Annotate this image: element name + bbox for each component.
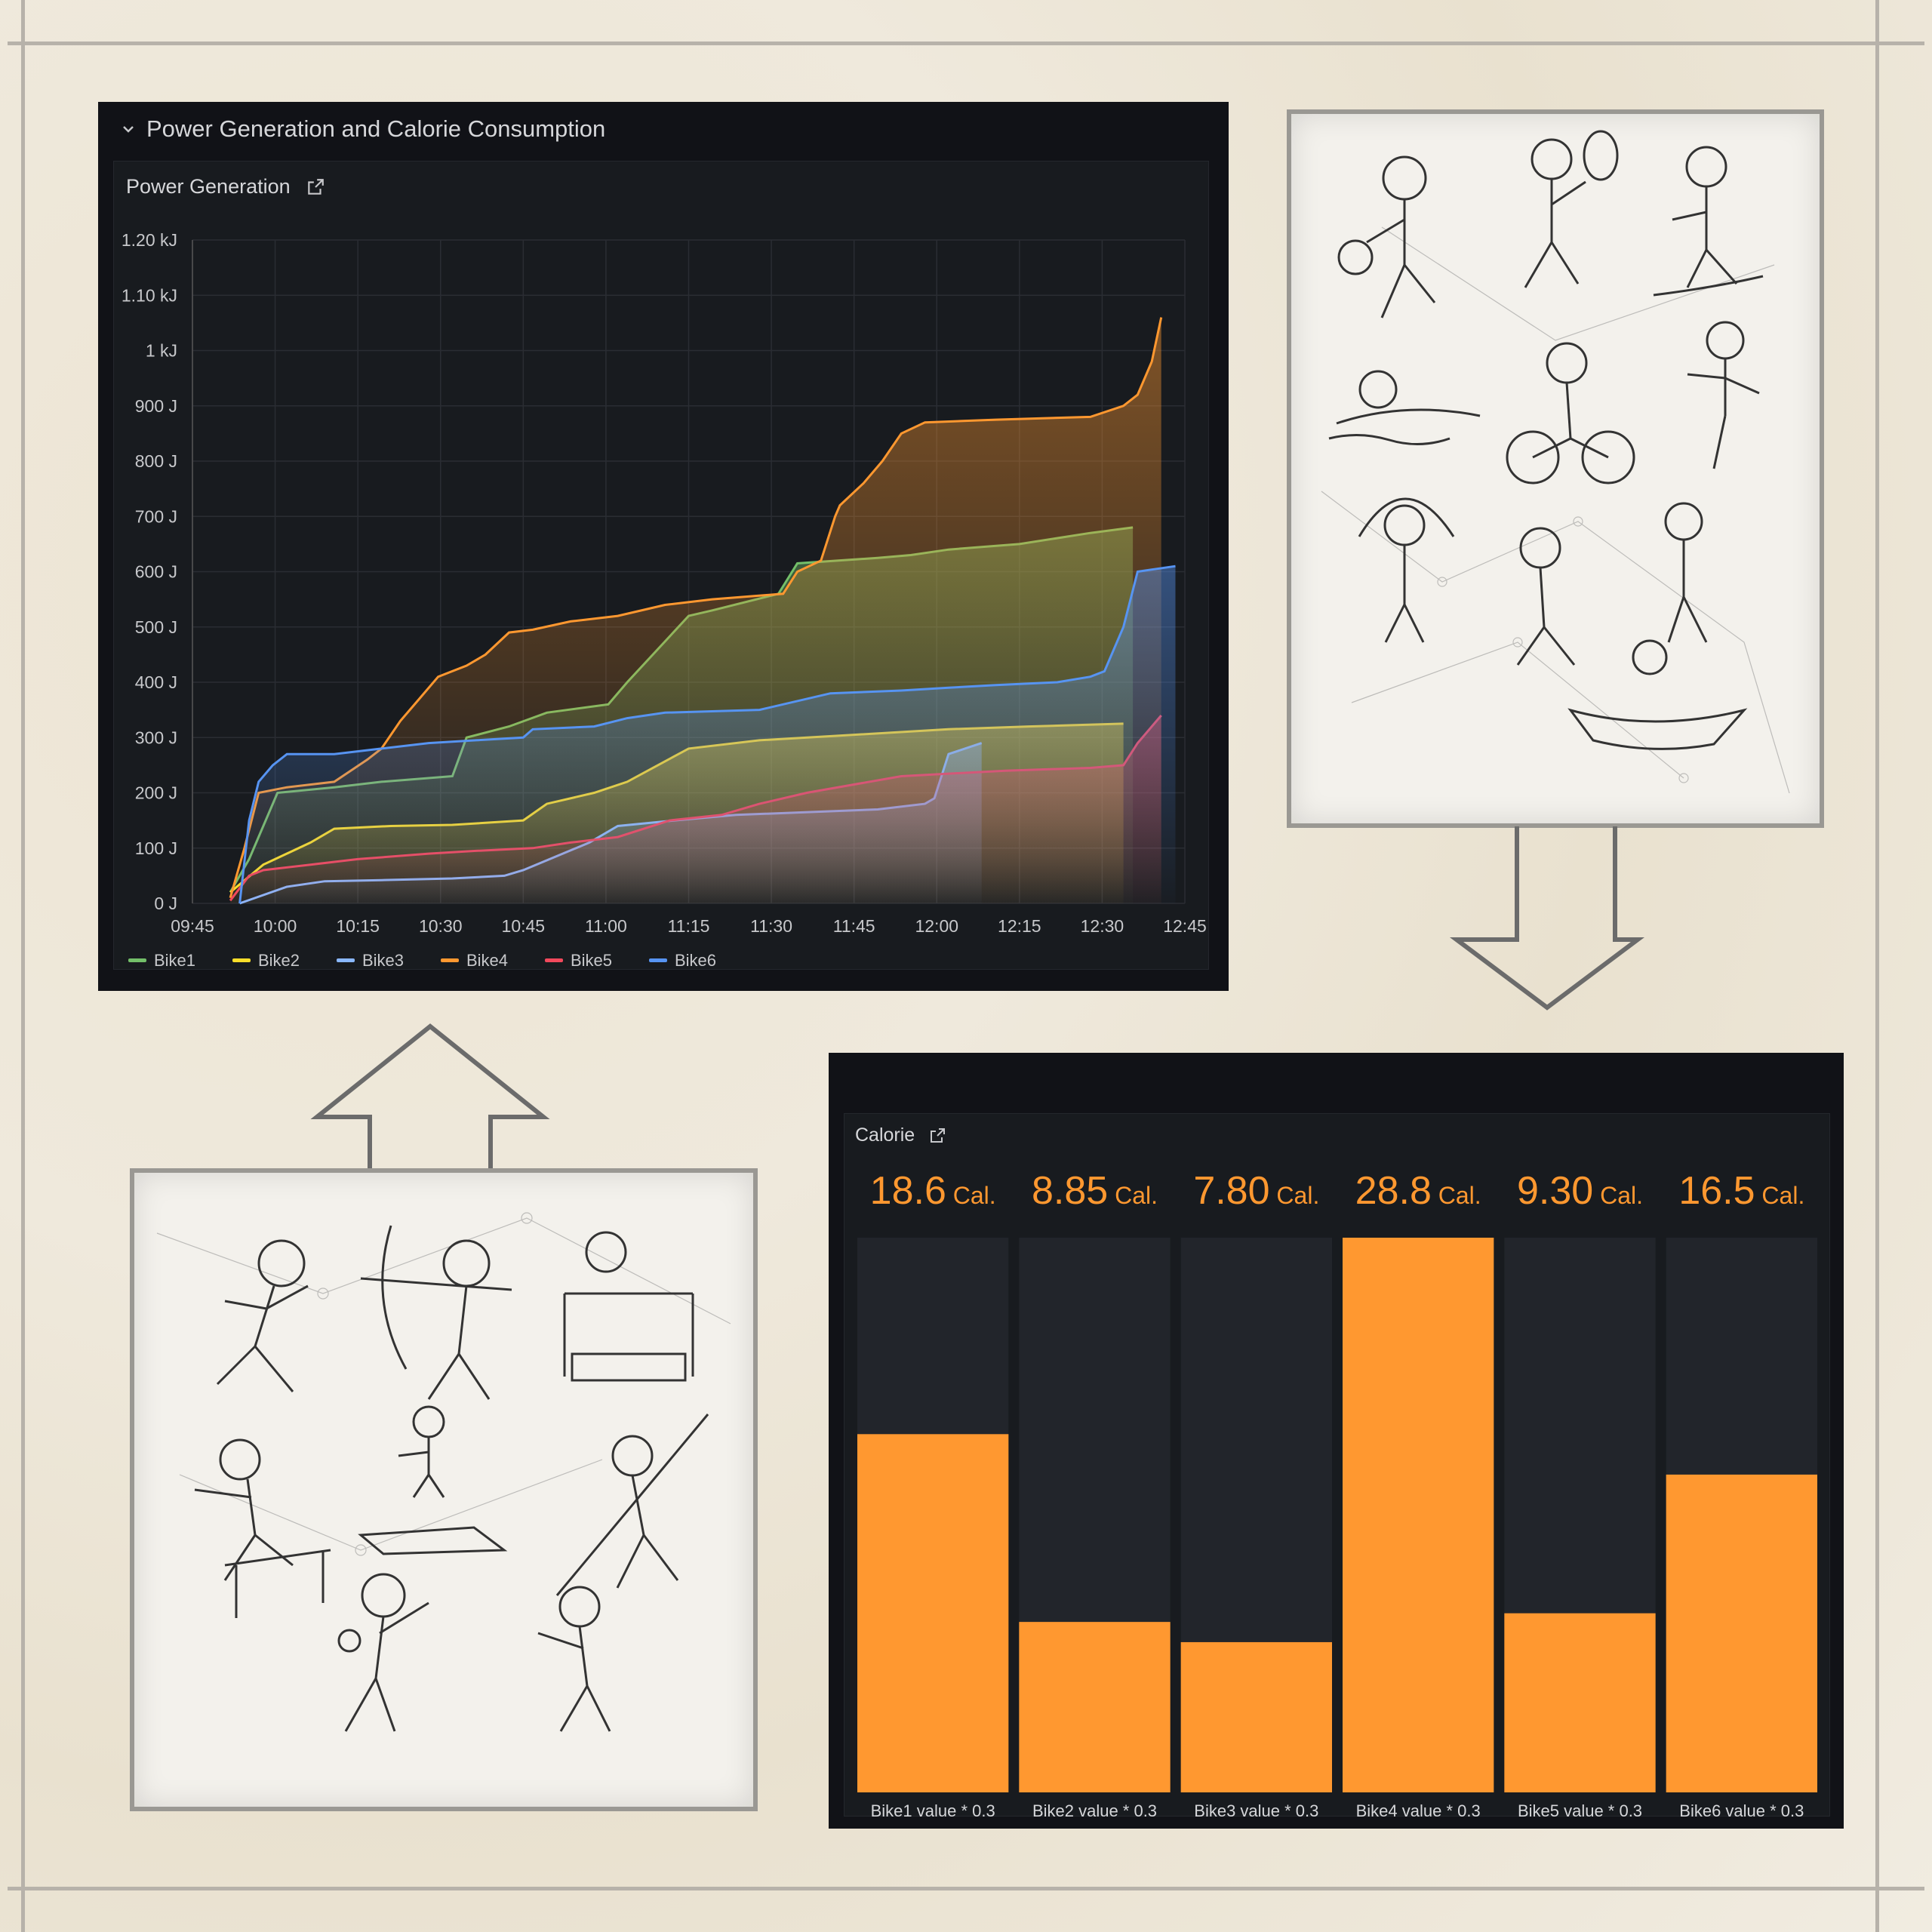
legend-swatch: [232, 958, 251, 962]
bar-category-label: Bike4 value * 0.3: [1356, 1801, 1481, 1820]
frame-right: [1875, 0, 1879, 1932]
external-link-icon[interactable]: [928, 1127, 946, 1145]
x-tick-label: 10:15: [336, 916, 380, 936]
row-title: Power Generation and Calorie Consumption: [146, 115, 606, 142]
y-tick-label: 0 J: [154, 894, 177, 913]
bar-value-label: 18.6 Cal.: [870, 1169, 996, 1213]
legend-label: Bike4: [466, 951, 508, 970]
connector-arrow-up: [310, 1023, 550, 1170]
panel-title[interactable]: Calorie: [855, 1124, 915, 1146]
y-tick-label: 1.10 kJ: [122, 285, 177, 305]
x-tick-label: 09:45: [171, 916, 214, 936]
panel-title[interactable]: Power Generation: [126, 175, 291, 198]
bar-3: [1180, 1641, 1332, 1792]
y-tick-label: 500 J: [135, 617, 177, 637]
x-tick-label: 11:00: [585, 916, 627, 936]
legend-swatch: [128, 958, 146, 962]
external-link-icon[interactable]: [306, 177, 325, 197]
x-tick-label: 10:00: [254, 916, 297, 936]
x-tick-label: 11:15: [668, 916, 710, 936]
frame-bottom: [8, 1887, 1924, 1890]
sports-doodle-illustration: [1321, 130, 1790, 794]
legend-label: Bike3: [362, 951, 404, 970]
frame-top: [8, 42, 1924, 45]
legend-swatch: [545, 958, 563, 962]
bar-4: [1343, 1238, 1494, 1792]
power-generation-chart: 0 J 100 J 200 J 300 J 400 J 500 J 600 J 700 J 80…: [122, 230, 1207, 970]
calorie-dashboard: Calorie 18.6 Cal. Bike1 value * 0.3 8.85 C…: [829, 1053, 1844, 1829]
bar-6: [1666, 1474, 1817, 1792]
bar-2: [1019, 1622, 1171, 1792]
y-tick-label: 700 J: [135, 506, 177, 526]
athletics-doodle-illustration: [156, 1212, 731, 1732]
legend-item-bike1[interactable]: Bike1: [128, 951, 195, 970]
x-tick-label: 12:15: [998, 916, 1041, 936]
bar-value-label: 9.30 Cal.: [1517, 1169, 1643, 1213]
sports-sketch-card-top: [1287, 109, 1824, 828]
y-tick-label: 800 J: [135, 451, 177, 471]
chevron-down-icon[interactable]: [121, 122, 136, 137]
bar-value-label: 8.85 Cal.: [1032, 1169, 1158, 1213]
bar-value-label: 16.5 Cal.: [1678, 1169, 1804, 1213]
x-tick-label: 10:30: [419, 916, 463, 936]
y-tick-label: 300 J: [135, 728, 177, 747]
row-header[interactable]: Power Generation and Calorie Consumption: [121, 115, 605, 143]
legend-item-bike5[interactable]: Bike5: [545, 951, 612, 970]
legend-label: Bike5: [571, 951, 612, 970]
calorie-bar-gauge: 18.6 Cal. Bike1 value * 0.3 8.85 Cal. Bike2…: [857, 1169, 1817, 1820]
x-tick-label: 10:45: [502, 916, 546, 936]
bar-category-label: Bike5 value * 0.3: [1518, 1801, 1642, 1820]
bar-category-label: Bike3 value * 0.3: [1194, 1801, 1318, 1820]
bar-1: [857, 1434, 1009, 1792]
legend-swatch: [337, 958, 355, 962]
series-line-bike6: [238, 565, 1176, 904]
bar-value-label: 7.80 Cal.: [1193, 1169, 1319, 1213]
legend-label: Bike6: [675, 951, 716, 970]
x-tick-label: 12:30: [1081, 916, 1124, 936]
frame-left: [21, 0, 25, 1932]
x-tick-label: 12:45: [1163, 916, 1207, 936]
y-tick-label: 600 J: [135, 562, 177, 582]
legend-item-bike4[interactable]: Bike4: [441, 951, 508, 970]
x-tick-label: 12:00: [915, 916, 958, 936]
bar-category-label: Bike1 value * 0.3: [871, 1801, 995, 1820]
legend-label: Bike2: [258, 951, 300, 970]
legend-item-bike2[interactable]: Bike2: [232, 951, 300, 970]
x-tick-label: 11:30: [750, 916, 792, 936]
y-tick-label: 400 J: [135, 672, 177, 692]
legend-item-bike3[interactable]: Bike3: [337, 951, 404, 970]
sports-sketch-card-bottom: [130, 1168, 758, 1811]
bar-5: [1504, 1613, 1656, 1792]
legend-label: Bike1: [154, 951, 195, 970]
legend-item-bike6[interactable]: Bike6: [649, 951, 716, 970]
power-generation-dashboard: Power Generation and Calorie Consumption…: [98, 102, 1229, 991]
bar-category-label: Bike2 value * 0.3: [1032, 1801, 1157, 1820]
y-tick-label: 100 J: [135, 838, 177, 858]
y-tick-label: 200 J: [135, 783, 177, 803]
legend-swatch: [649, 958, 667, 962]
y-tick-label: 1.20 kJ: [122, 230, 177, 250]
y-tick-label: 1 kJ: [146, 341, 177, 361]
series-area-bike6: [239, 566, 1176, 903]
x-tick-label: 11:45: [833, 916, 875, 936]
bar-value-label: 28.8 Cal.: [1355, 1169, 1481, 1213]
y-tick-label: 900 J: [135, 396, 177, 416]
bar-category-label: Bike6 value * 0.3: [1679, 1801, 1804, 1820]
connector-arrow-down: [1450, 826, 1644, 1011]
legend-swatch: [441, 958, 459, 962]
